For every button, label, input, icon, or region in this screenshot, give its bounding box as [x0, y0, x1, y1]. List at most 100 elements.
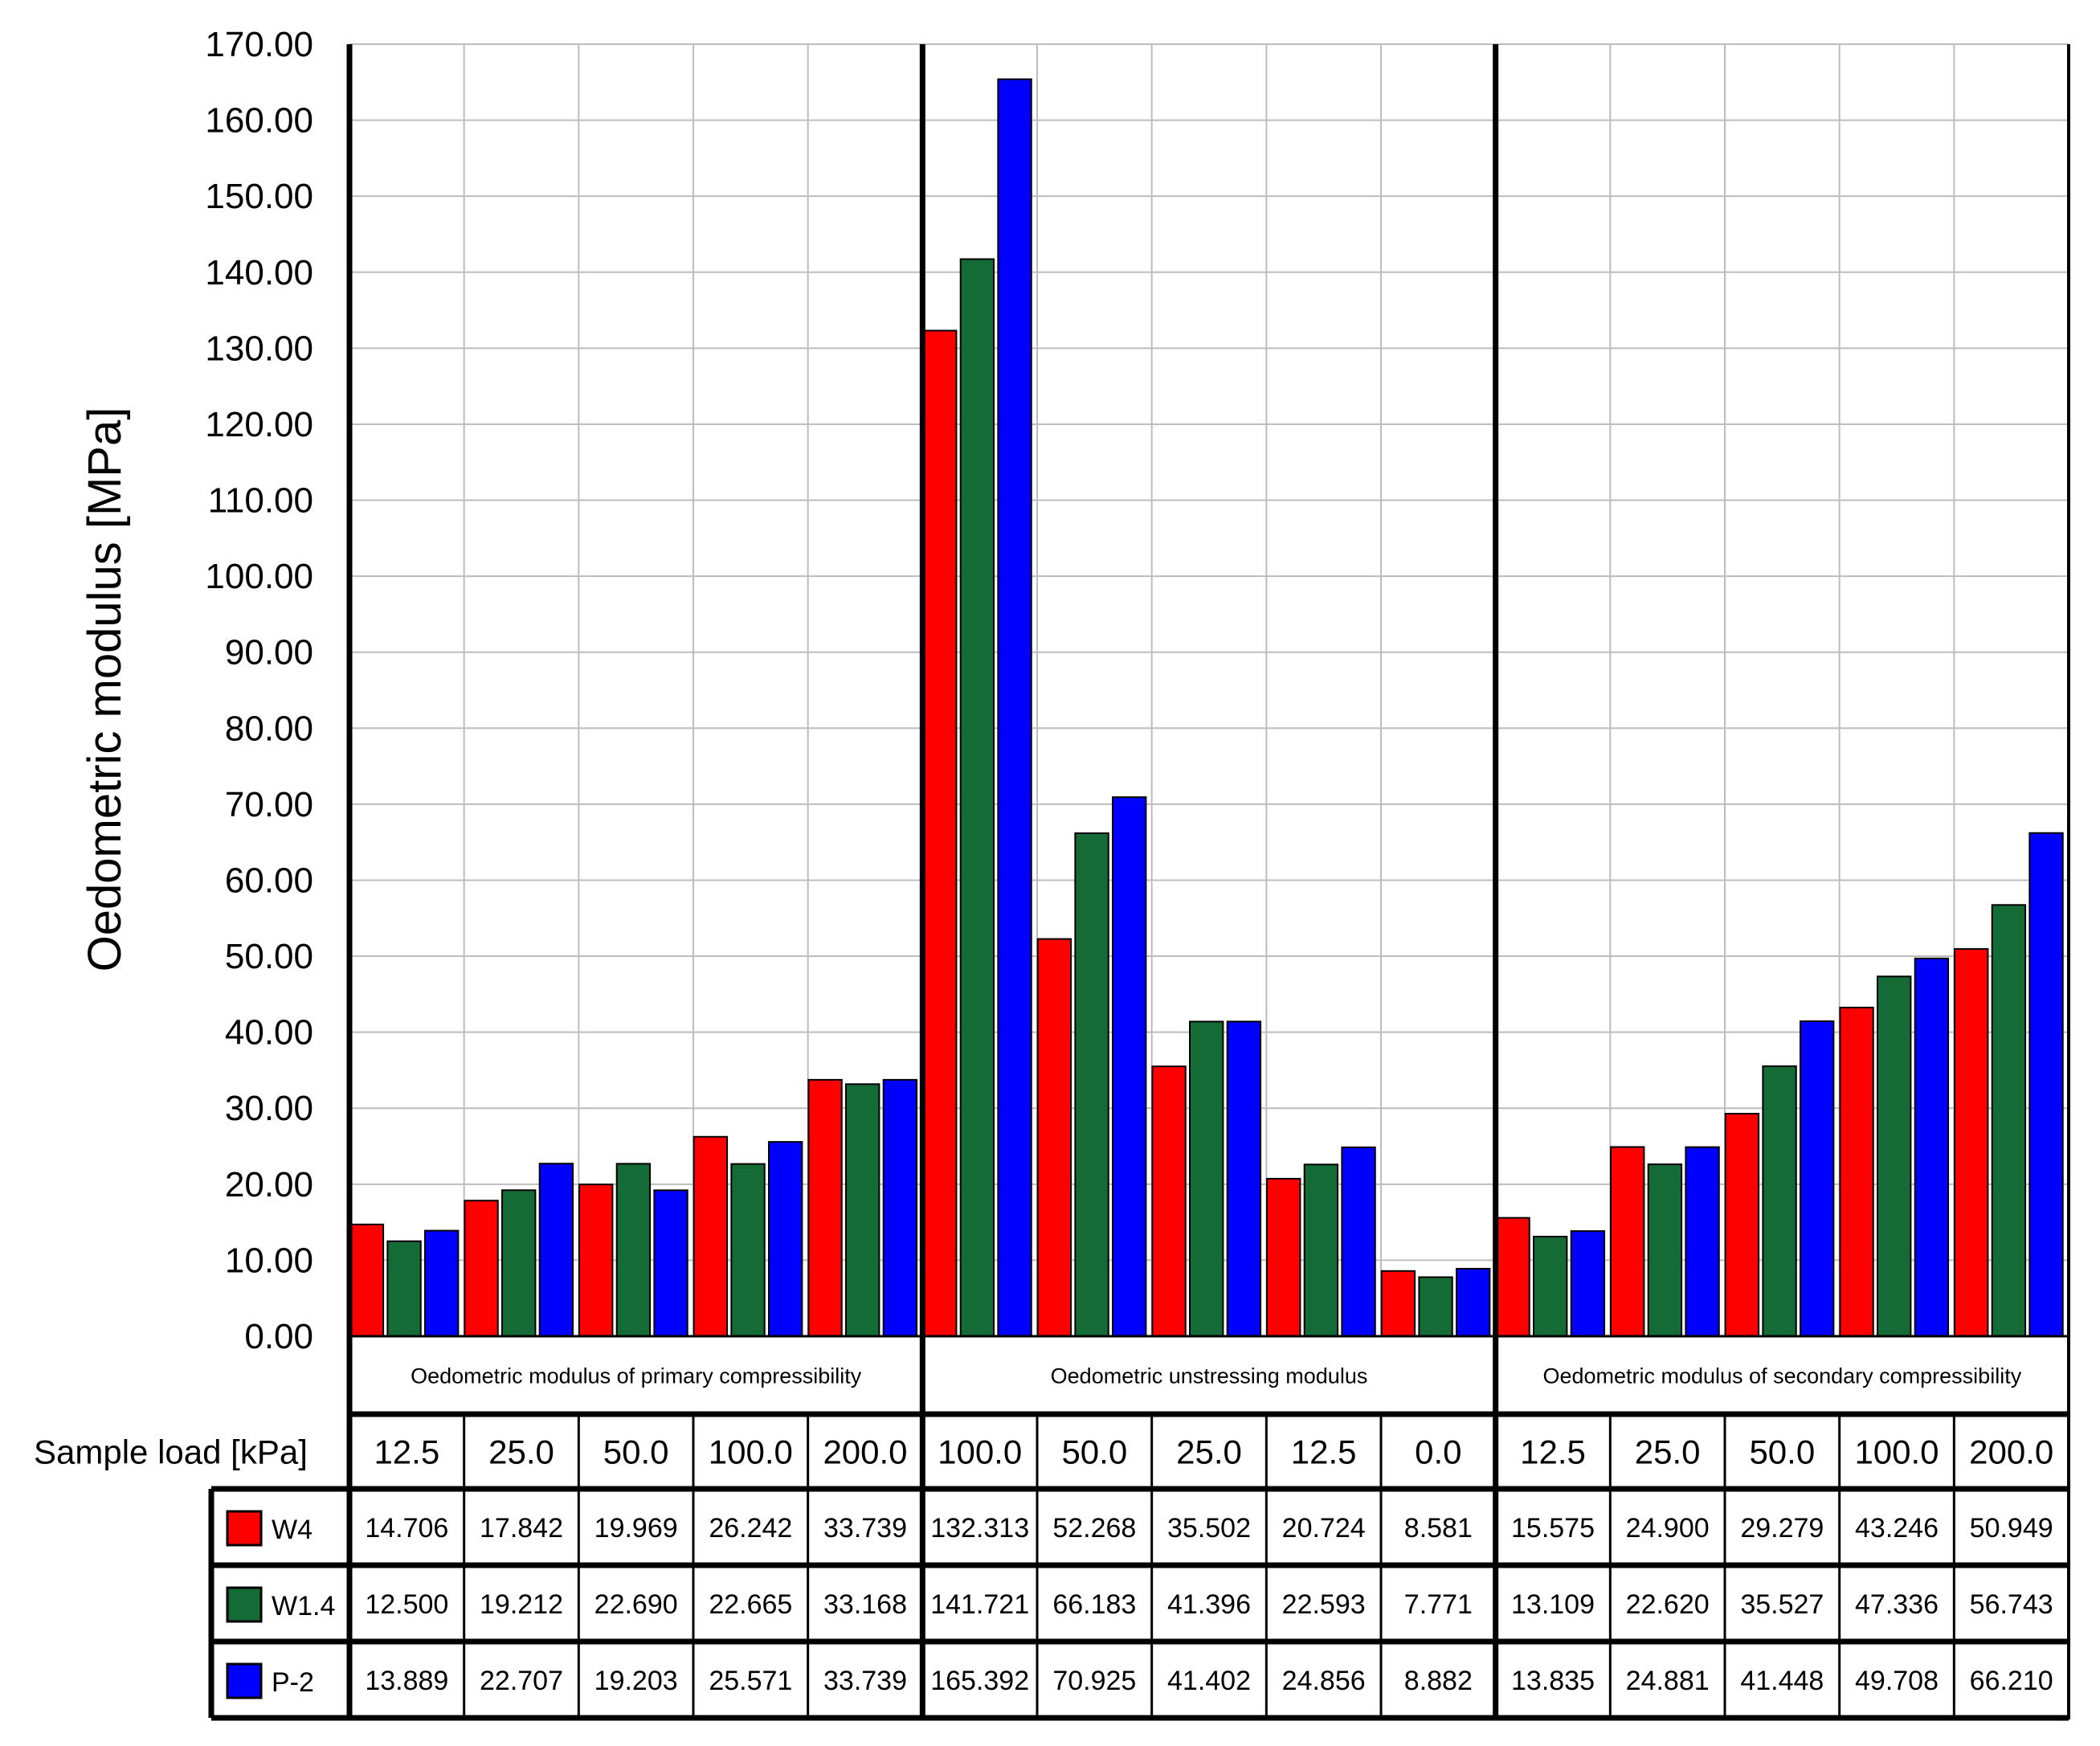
- value-label-W4: 50.949: [1970, 1513, 2053, 1544]
- load-category-label: 25.0: [1635, 1433, 1701, 1471]
- value-label-W4: 19.969: [594, 1513, 678, 1544]
- bar-W4: [1380, 1270, 1416, 1338]
- bar-W4: [1839, 1006, 1874, 1337]
- bar-W4: [578, 1184, 614, 1337]
- bar-P-2: [424, 1229, 460, 1337]
- value-label-W4: 8.581: [1404, 1513, 1473, 1544]
- value-label-W4: 24.900: [1626, 1513, 1710, 1544]
- y-tick-label: 120.00: [205, 405, 313, 444]
- y-tick-label: 150.00: [205, 177, 313, 216]
- row-header-label: Sample load [kPa]: [34, 1433, 308, 1471]
- value-label-W4: 33.739: [823, 1513, 907, 1544]
- chart-frame: [346, 44, 2070, 1719]
- value-label-P-2: 19.203: [594, 1666, 678, 1696]
- y-tick-label: 100.00: [205, 557, 313, 596]
- y-tick-label: 160.00: [205, 101, 313, 141]
- legend-label-W1.4: W1.4: [272, 1591, 335, 1621]
- bar-W1.4: [1418, 1276, 1453, 1337]
- bar-P-2: [1226, 1020, 1262, 1337]
- bar-W1.4: [845, 1083, 880, 1338]
- bar-W1.4: [1189, 1020, 1224, 1337]
- value-label-P-2: 24.881: [1626, 1666, 1710, 1696]
- bar-P-2: [538, 1163, 574, 1338]
- load-category-label: 0.0: [1415, 1433, 1461, 1471]
- bar-W1.4: [1303, 1163, 1339, 1337]
- bar-W1.4: [1074, 832, 1109, 1337]
- bar-W4: [922, 329, 958, 1337]
- value-label-W1.4: 56.743: [1970, 1589, 2053, 1620]
- bar-W4: [1495, 1216, 1530, 1338]
- legend-label-W4: W4: [272, 1515, 313, 1545]
- bar-P-2: [653, 1189, 688, 1337]
- value-label-W1.4: 47.336: [1855, 1589, 1939, 1620]
- load-category-label: 100.0: [938, 1433, 1022, 1471]
- bar-P-2: [997, 78, 1032, 1337]
- value-label-W1.4: 12.500: [365, 1589, 448, 1620]
- y-tick-label: 130.00: [205, 329, 313, 368]
- value-label-W4: 26.242: [709, 1513, 792, 1544]
- value-label-P-2: 25.571: [709, 1666, 792, 1696]
- bar-W1.4: [1762, 1065, 1797, 1338]
- load-category-label: 200.0: [1969, 1433, 2053, 1471]
- bar-P-2: [1456, 1267, 1491, 1337]
- bar-P-2: [1570, 1230, 1606, 1338]
- bar-P-2: [768, 1141, 803, 1337]
- legend-swatch-P-2: [226, 1662, 263, 1699]
- bar-W4: [693, 1135, 729, 1337]
- value-label-P-2: 165.392: [930, 1666, 1029, 1696]
- y-ticks: 0.00 10.00 20.00 30.00 40.00 50.00 60.00 70.00 8…: [205, 25, 313, 1356]
- value-label-P-2: 41.448: [1740, 1666, 1824, 1696]
- bar-P-2: [882, 1078, 918, 1338]
- bar-P-2: [1685, 1146, 1720, 1338]
- bar-W4: [1266, 1177, 1301, 1337]
- bar-W4: [1151, 1065, 1187, 1338]
- bar-W4: [1036, 938, 1072, 1337]
- bar-W4: [1954, 948, 1989, 1337]
- value-label-P-2: 70.925: [1052, 1666, 1136, 1696]
- value-label-W4: 17.842: [480, 1513, 563, 1544]
- load-category-label: 12.5: [1291, 1433, 1357, 1471]
- load-category-label: 100.0: [709, 1433, 793, 1471]
- y-axis-title: Oedometric modulus [MPa]: [79, 407, 131, 972]
- y-tick-label: 70.00: [225, 785, 313, 824]
- bar-P-2: [1914, 957, 1950, 1337]
- value-label-W4: 43.246: [1855, 1513, 1939, 1544]
- value-label-W1.4: 66.183: [1052, 1589, 1136, 1620]
- y-tick-label: 110.00: [208, 481, 313, 521]
- bar-W1.4: [1647, 1163, 1683, 1337]
- value-label-W1.4: 141.721: [930, 1589, 1029, 1620]
- value-label-W1.4: 33.168: [823, 1589, 907, 1620]
- bar-P-2: [1341, 1146, 1376, 1337]
- load-category-label: 25.0: [488, 1433, 554, 1471]
- load-category-label: 12.5: [374, 1433, 439, 1471]
- load-category-label: 50.0: [1061, 1433, 1127, 1471]
- bar-P-2: [2029, 832, 2064, 1337]
- value-label-P-2: 41.402: [1167, 1666, 1251, 1696]
- value-label-W4: 132.313: [930, 1513, 1029, 1544]
- bar-W1.4: [386, 1240, 422, 1337]
- value-label-W4: 20.724: [1282, 1513, 1366, 1544]
- bars: [349, 78, 2064, 1338]
- value-label-W1.4: 22.690: [594, 1589, 678, 1620]
- bar-W4: [349, 1223, 385, 1338]
- y-tick-label: 80.00: [225, 709, 313, 748]
- bar-W4: [1724, 1113, 1760, 1337]
- bar-P-2: [1112, 796, 1147, 1337]
- y-tick-label: 170.00: [205, 25, 313, 64]
- y-tick-label: 60.00: [225, 861, 313, 900]
- y-tick-label: 10.00: [225, 1241, 313, 1280]
- bar-W1.4: [1533, 1236, 1568, 1337]
- y-tick-label: 90.00: [225, 633, 313, 673]
- bar-W4: [1610, 1146, 1645, 1338]
- legend-swatch-W4: [226, 1510, 263, 1547]
- load-category-label: 50.0: [1749, 1433, 1815, 1471]
- y-tick-label: 0.00: [244, 1317, 313, 1356]
- value-label-W1.4: 35.527: [1740, 1589, 1824, 1620]
- value-label-W1.4: 22.665: [709, 1589, 792, 1620]
- load-category-label: 50.0: [603, 1433, 669, 1471]
- load-category-label: 12.5: [1520, 1433, 1586, 1471]
- value-label-W4: 14.706: [365, 1513, 448, 1544]
- y-tick-label: 50.00: [225, 937, 313, 976]
- group-label: Oedometric unstressing modulus: [1051, 1364, 1368, 1388]
